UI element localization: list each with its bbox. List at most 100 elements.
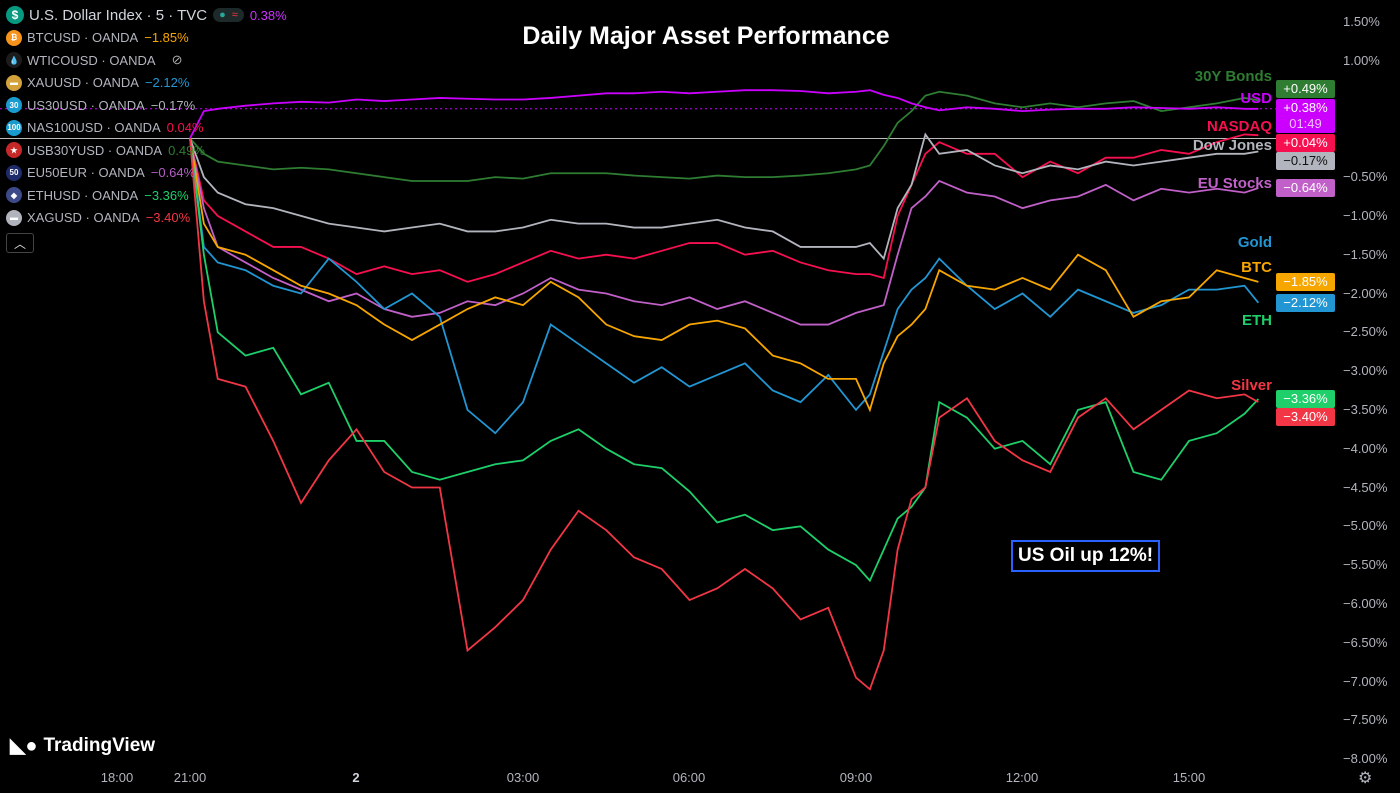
x-tick-label: 18:00: [100, 770, 134, 785]
legend-item-name: EU50EUR · OANDA: [27, 165, 145, 181]
series-line-eu-stocks[interactable]: [189, 138, 1259, 326]
y-tick-label: −3.00%: [1343, 363, 1388, 379]
series-label: NASDAQ: [1206, 118, 1272, 135]
us-flag-icon: ★: [6, 142, 22, 159]
y-tick-label: −2.50%: [1343, 324, 1388, 340]
gold-bars-icon: ▬: [6, 74, 22, 91]
y-tick-label: −6.00%: [1343, 595, 1388, 611]
market-status-pill[interactable]: ● ≈: [213, 8, 244, 23]
chevron-up-icon: ︿: [13, 236, 26, 251]
series-line-dow-jones[interactable]: [189, 132, 1259, 261]
price-tag-value: −3.40%: [1283, 409, 1328, 424]
nas100-icon: 100: [6, 119, 22, 136]
legend-item-value: −0.64%: [150, 165, 196, 181]
tradingview-logo[interactable]: ◣● TradingView: [10, 733, 155, 758]
legend-item[interactable]: 50 EU50EUR · OANDA −0.64%: [6, 162, 287, 185]
legend-item[interactable]: 💧 WTICOUSD · OANDA ⊘: [6, 49, 287, 72]
price-tag: −0.64%: [1276, 179, 1335, 197]
y-tick-label: −5.50%: [1343, 557, 1388, 573]
annotation-box[interactable]: US Oil up 12%!: [1011, 540, 1161, 572]
series-label: USD: [1240, 90, 1272, 107]
legend-item-name: XAUUSD · OANDA: [27, 75, 139, 91]
series-label: 30Y Bonds: [1194, 68, 1272, 85]
legend-item[interactable]: ◆ ETHUSD · OANDA −3.36%: [6, 184, 287, 207]
bitcoin-icon: ₿: [6, 29, 22, 46]
collapse-legend-button[interactable]: ︿: [6, 233, 34, 253]
legend-item-name: BTCUSD · OANDA: [27, 30, 139, 46]
price-tag-value: −3.36%: [1283, 391, 1328, 406]
legend-item[interactable]: 100 NAS100USD · OANDA 0.04%: [6, 117, 287, 140]
x-tick-label: 12:00: [1005, 770, 1039, 785]
price-tag: +0.49%: [1276, 80, 1335, 98]
series-label: Silver: [1231, 377, 1272, 394]
y-tick-label: −7.00%: [1343, 673, 1388, 689]
y-tick-label: −7.50%: [1343, 712, 1388, 728]
price-tag: −3.40%: [1276, 408, 1335, 426]
y-tick-label: −3.50%: [1343, 401, 1388, 417]
market-open-dot-icon: ●: [219, 9, 226, 22]
legend-item-value: −3.40%: [145, 210, 191, 226]
us30-icon: 30: [6, 97, 22, 114]
legend-item-name: ETHUSD · OANDA: [27, 187, 139, 203]
series-line-btc[interactable]: [189, 138, 1259, 413]
x-tick-label: 15:00: [1172, 770, 1206, 785]
logo-text: TradingView: [43, 734, 156, 756]
price-tag: −3.36%: [1276, 390, 1335, 408]
legend-items: ₿ BTCUSD · OANDA −1.85% 💧 WTICOUSD · OAND…: [6, 27, 287, 230]
y-tick-label: −4.50%: [1343, 479, 1388, 495]
y-tick-label: −6.50%: [1343, 634, 1388, 650]
legend-item[interactable]: 30 US30USD · OANDA −0.17%: [6, 94, 287, 117]
ethereum-icon: ◆: [6, 187, 22, 204]
price-tag-value: −1.85%: [1283, 274, 1328, 289]
legend-item-value: −0.17%: [150, 97, 196, 113]
legend-item-name: XAGUSD · OANDA: [27, 210, 140, 226]
legend-item[interactable]: ★ USB30YUSD · OANDA 0.49%: [6, 139, 287, 162]
oil-drop-icon: 💧: [6, 52, 22, 69]
legend-item-name: US30USD · OANDA: [27, 97, 145, 113]
y-tick-label: −5.00%: [1343, 518, 1388, 534]
price-tag: −2.12%: [1276, 294, 1335, 312]
settings-gear-icon[interactable]: ⚙: [1358, 770, 1373, 787]
y-tick-label: 1.00%: [1343, 52, 1380, 68]
series-line-gold[interactable]: [189, 138, 1260, 435]
legend-main-name: U.S. Dollar Index · 5 · TVC: [29, 6, 208, 24]
price-tag-value: −0.17%: [1283, 153, 1328, 168]
eye-off-icon[interactable]: ⊘: [171, 52, 183, 68]
y-tick-label: −4.00%: [1343, 440, 1388, 456]
wave-icon: ≈: [231, 9, 238, 22]
series-line-eth[interactable]: [189, 138, 1260, 583]
legend-item[interactable]: ▬ XAUUSD · OANDA −2.12%: [6, 72, 287, 95]
tv-logo-icon: ◣●: [10, 735, 38, 757]
y-tick-label: −2.00%: [1343, 285, 1388, 301]
legend-item-name: WTICOUSD · OANDA: [27, 52, 156, 68]
price-tag-value: −2.12%: [1283, 295, 1328, 310]
price-tag-value: +0.49%: [1283, 81, 1328, 96]
legend-main-symbol[interactable]: $ U.S. Dollar Index · 5 · TVC ● ≈ 0.38%: [6, 4, 287, 27]
legend-item-value: −2.12%: [144, 75, 190, 91]
legend-item-value: −3.36%: [144, 187, 189, 203]
silver-bars-icon: ▬: [6, 209, 22, 226]
series-label: BTC: [1241, 259, 1272, 276]
x-tick-label: 2: [352, 770, 360, 785]
legend-item[interactable]: ▬ XAGUSD · OANDA −3.40%: [6, 207, 287, 230]
bar-countdown: 01:49: [1289, 116, 1322, 131]
x-tick-label: 09:00: [839, 770, 873, 785]
series-line-30y-bonds[interactable]: [189, 90, 1259, 182]
legend-item[interactable]: ₿ BTCUSD · OANDA −1.85%: [6, 27, 287, 50]
legend-item-value: −1.85%: [144, 30, 189, 46]
series-line-usd[interactable]: [189, 89, 1259, 139]
series-line-nasdaq[interactable]: [189, 133, 1259, 283]
series-line-silver[interactable]: [189, 138, 1259, 691]
y-tick-label: −0.50%: [1343, 169, 1388, 185]
price-tag: −1.85%: [1276, 273, 1335, 291]
x-tick-label: 03:00: [506, 770, 540, 785]
y-tick-label: −8.00%: [1343, 751, 1388, 767]
legend-main-value: 0.38%: [249, 7, 287, 23]
price-tag: +0.38% 01:49: [1276, 99, 1335, 133]
legend: $ U.S. Dollar Index · 5 · TVC ● ≈ 0.38% ₿…: [6, 4, 287, 253]
legend-item-name: USB30YUSD · OANDA: [27, 142, 163, 158]
legend-item-value: 0.04%: [166, 120, 204, 136]
series-label: Dow Jones: [1192, 137, 1272, 154]
price-tag-value: −0.64%: [1283, 180, 1328, 195]
